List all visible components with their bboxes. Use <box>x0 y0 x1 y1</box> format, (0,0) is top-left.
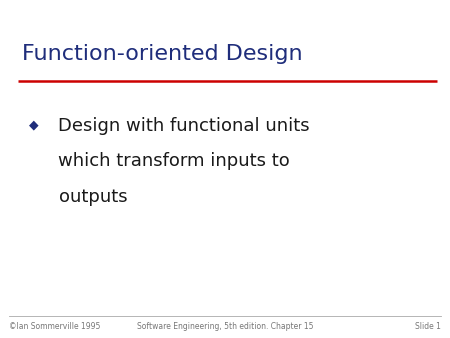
Text: Design with functional units: Design with functional units <box>58 117 310 135</box>
Text: ©Ian Sommerville 1995: ©Ian Sommerville 1995 <box>9 321 100 331</box>
Text: ◆: ◆ <box>29 118 39 131</box>
Text: which transform inputs to: which transform inputs to <box>58 152 290 170</box>
Text: Slide 1: Slide 1 <box>415 321 441 331</box>
Text: Function-oriented Design: Function-oriented Design <box>22 44 303 64</box>
Text: Software Engineering, 5th edition. Chapter 15: Software Engineering, 5th edition. Chapt… <box>137 321 313 331</box>
Text: outputs: outputs <box>58 188 127 206</box>
